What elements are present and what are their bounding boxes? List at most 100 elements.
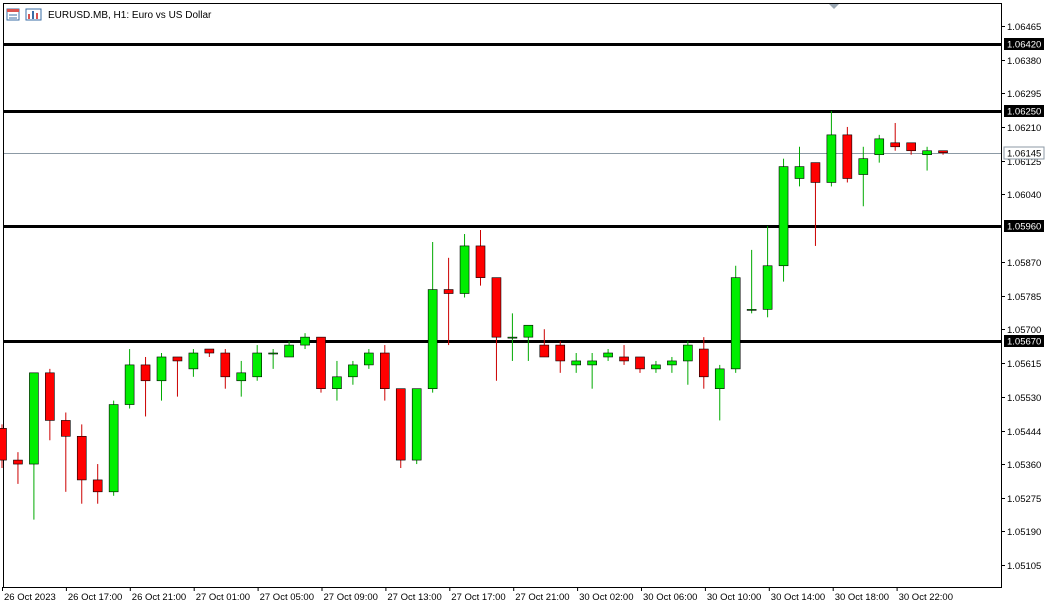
y-tick-label: 1.05785: [1007, 292, 1041, 303]
y-tick-label: 1.05275: [1007, 494, 1041, 505]
candle-33: [507, 313, 518, 361]
candle-7: [92, 464, 103, 504]
candle-20: [300, 333, 310, 350]
candle-body: [60, 420, 71, 437]
x-tick-label: 30 Oct 10:00: [707, 592, 761, 603]
candle-body: [555, 344, 566, 362]
candle-body: [922, 150, 932, 156]
x-tick-label: 27 Oct 05:00: [260, 592, 314, 603]
x-tick-label: 30 Oct 02:00: [579, 592, 633, 603]
candle-34: [523, 324, 534, 361]
x-tick-label: 27 Oct 17:00: [451, 592, 505, 603]
y-tick-label: 1.05615: [1007, 359, 1041, 370]
x-tick-label: 30 Oct 14:00: [771, 592, 825, 603]
level-tag-label: 1.06420: [1007, 40, 1041, 51]
candle-body: [13, 459, 23, 465]
candle-27: [411, 388, 422, 465]
candle-body: [348, 364, 358, 378]
candle-body: [507, 336, 518, 339]
candle-40: [619, 345, 629, 365]
x-tick-label: 30 Oct 18:00: [835, 592, 889, 603]
candle-body: [411, 388, 422, 461]
horizontal-levels: [4, 43, 1001, 343]
candle-body: [794, 166, 805, 179]
candle-body: [571, 360, 582, 366]
chart-window-icon[interactable]: [6, 8, 20, 21]
candle-body: [762, 265, 773, 310]
candle-body: [842, 134, 853, 179]
candle-body: [220, 352, 231, 378]
candle-48: [746, 249, 757, 314]
y-tick-label: 1.06295: [1007, 89, 1041, 100]
y-tick-label: 1.05105: [1007, 561, 1041, 572]
candle-1: [0, 424, 7, 469]
candle-9: [124, 349, 135, 409]
y-tick-label: 1.05190: [1007, 527, 1041, 538]
candle-body: [826, 134, 837, 183]
candle-51: [794, 146, 805, 187]
candle-16: [236, 360, 247, 397]
candle-body: [698, 348, 709, 378]
candle-22: [332, 360, 342, 401]
candle-body: [778, 166, 789, 267]
candle-49: [762, 226, 773, 318]
candle-46: [714, 364, 725, 421]
candle-35: [539, 329, 550, 358]
candle-10: [140, 356, 151, 417]
candle-body: [124, 364, 135, 405]
candle-52: [810, 162, 821, 246]
price-axis: 1.06465 1.06380 1.06295 1.06210 1.06125 1.060…: [1001, 22, 1041, 572]
y-tick-label: 1.06125: [1007, 157, 1041, 168]
y-tick-label: 1.05530: [1007, 393, 1041, 404]
candle-body: [156, 356, 167, 382]
candle-body: [714, 368, 725, 390]
candle-body: [364, 352, 374, 366]
candle-body: [603, 352, 613, 358]
candle-body: [890, 142, 901, 148]
price-tags: 1.06420 1.06250 1.05960 1.05670 1.06145: [1003, 38, 1045, 348]
candle-30: [459, 234, 470, 298]
candle-58: [906, 142, 916, 155]
candle-body: [140, 364, 151, 382]
x-tick-label: 26 Oct 17:00: [68, 592, 122, 603]
level-tag-background: [1004, 38, 1044, 50]
y-tick-label: 1.06380: [1007, 56, 1041, 67]
candle-body: [284, 344, 294, 358]
candle-body: [108, 404, 119, 493]
candle-5: [60, 412, 71, 492]
candle-body: [204, 348, 215, 354]
y-tick-label: 1.05700: [1007, 325, 1041, 336]
candle-body: [619, 356, 629, 362]
candle-23: [348, 360, 358, 385]
candle-13: [188, 349, 199, 377]
chart-shift-marker-icon[interactable]: [829, 4, 839, 9]
candle-11: [156, 353, 167, 401]
candle-47: [730, 265, 741, 373]
x-tick-label: 30 Oct 22:00: [899, 592, 953, 603]
candle-body: [300, 336, 310, 346]
candle-body: [29, 372, 39, 465]
candle-14: [204, 348, 215, 357]
y-tick-label: 1.05870: [1007, 258, 1041, 269]
candle-body: [332, 376, 342, 390]
candle-body: [76, 435, 87, 481]
candle-42: [651, 360, 661, 373]
candle-56: [874, 134, 885, 163]
candle-body: [491, 277, 502, 338]
candle-body: [635, 356, 645, 370]
current-price-tag: 1.06145: [1003, 146, 1045, 160]
candle-body: [874, 138, 885, 156]
candle-54: [842, 126, 853, 183]
candle-19: [284, 341, 294, 358]
y-tick-label: 1.05360: [1007, 460, 1041, 471]
candle-29: [443, 257, 454, 346]
candle-body: [858, 158, 869, 175]
level-tag-label: 1.05670: [1007, 337, 1041, 348]
time-axis: 26 Oct 2023 26 Oct 17:00 26 Oct 21:00 27 Oc…: [2, 587, 953, 603]
level-price-tag-3: 1.05960: [1004, 220, 1044, 233]
candle-31: [475, 230, 486, 286]
candle-body: [475, 245, 486, 278]
bar-chart-icon[interactable]: [25, 8, 42, 21]
candle-17: [252, 345, 262, 381]
